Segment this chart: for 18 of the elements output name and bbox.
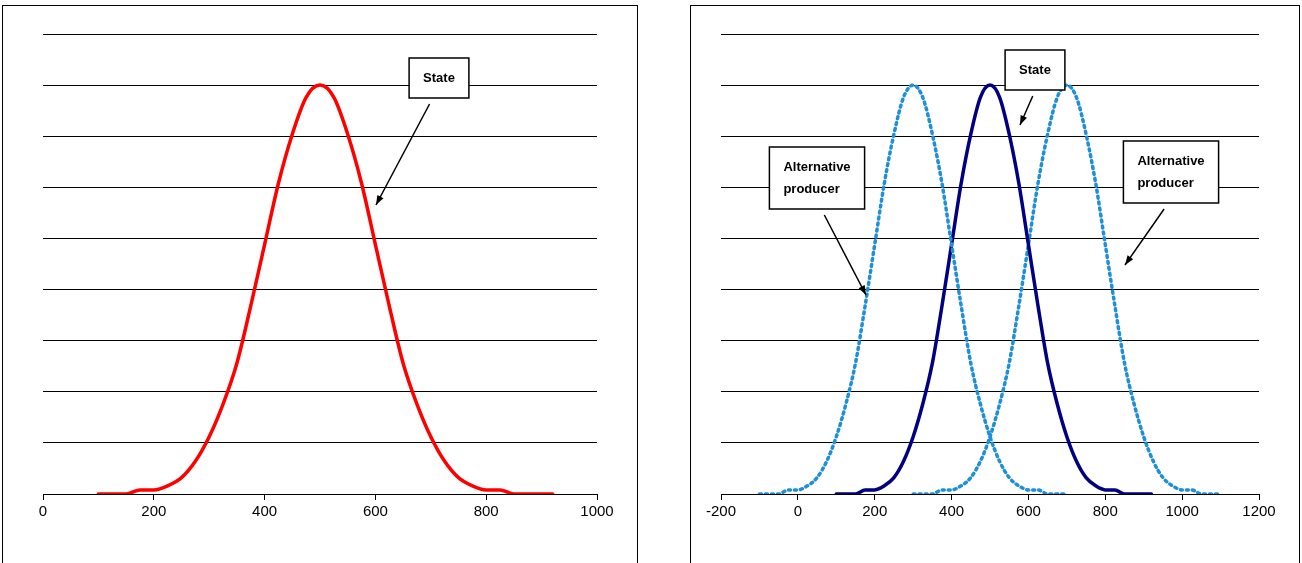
x-tick-label: 600 — [362, 502, 388, 520]
x-tick-label: 400 — [939, 502, 965, 520]
x-tick-label: 800 — [1092, 502, 1118, 520]
annotation: Alternative producer — [783, 158, 851, 196]
x-tick-label: 1200 — [1242, 502, 1276, 520]
x-tick-label: -200 — [705, 502, 737, 520]
x-tick-label: 200 — [862, 502, 888, 520]
x-tick-label: 1000 — [1165, 502, 1199, 520]
annotation: Alternative producer — [1137, 152, 1205, 190]
x-tick-label: 400 — [252, 502, 278, 520]
x-tick-label: 1000 — [580, 502, 614, 520]
x-tick-label: 800 — [473, 502, 499, 520]
text: State — [1019, 61, 1051, 77]
x-tick-label: 200 — [141, 502, 167, 520]
text: State — [423, 69, 455, 85]
x-tick-label: 0 — [38, 502, 48, 520]
x-tick-label: 0 — [793, 502, 803, 520]
x-tick-label: 600 — [1015, 502, 1041, 520]
